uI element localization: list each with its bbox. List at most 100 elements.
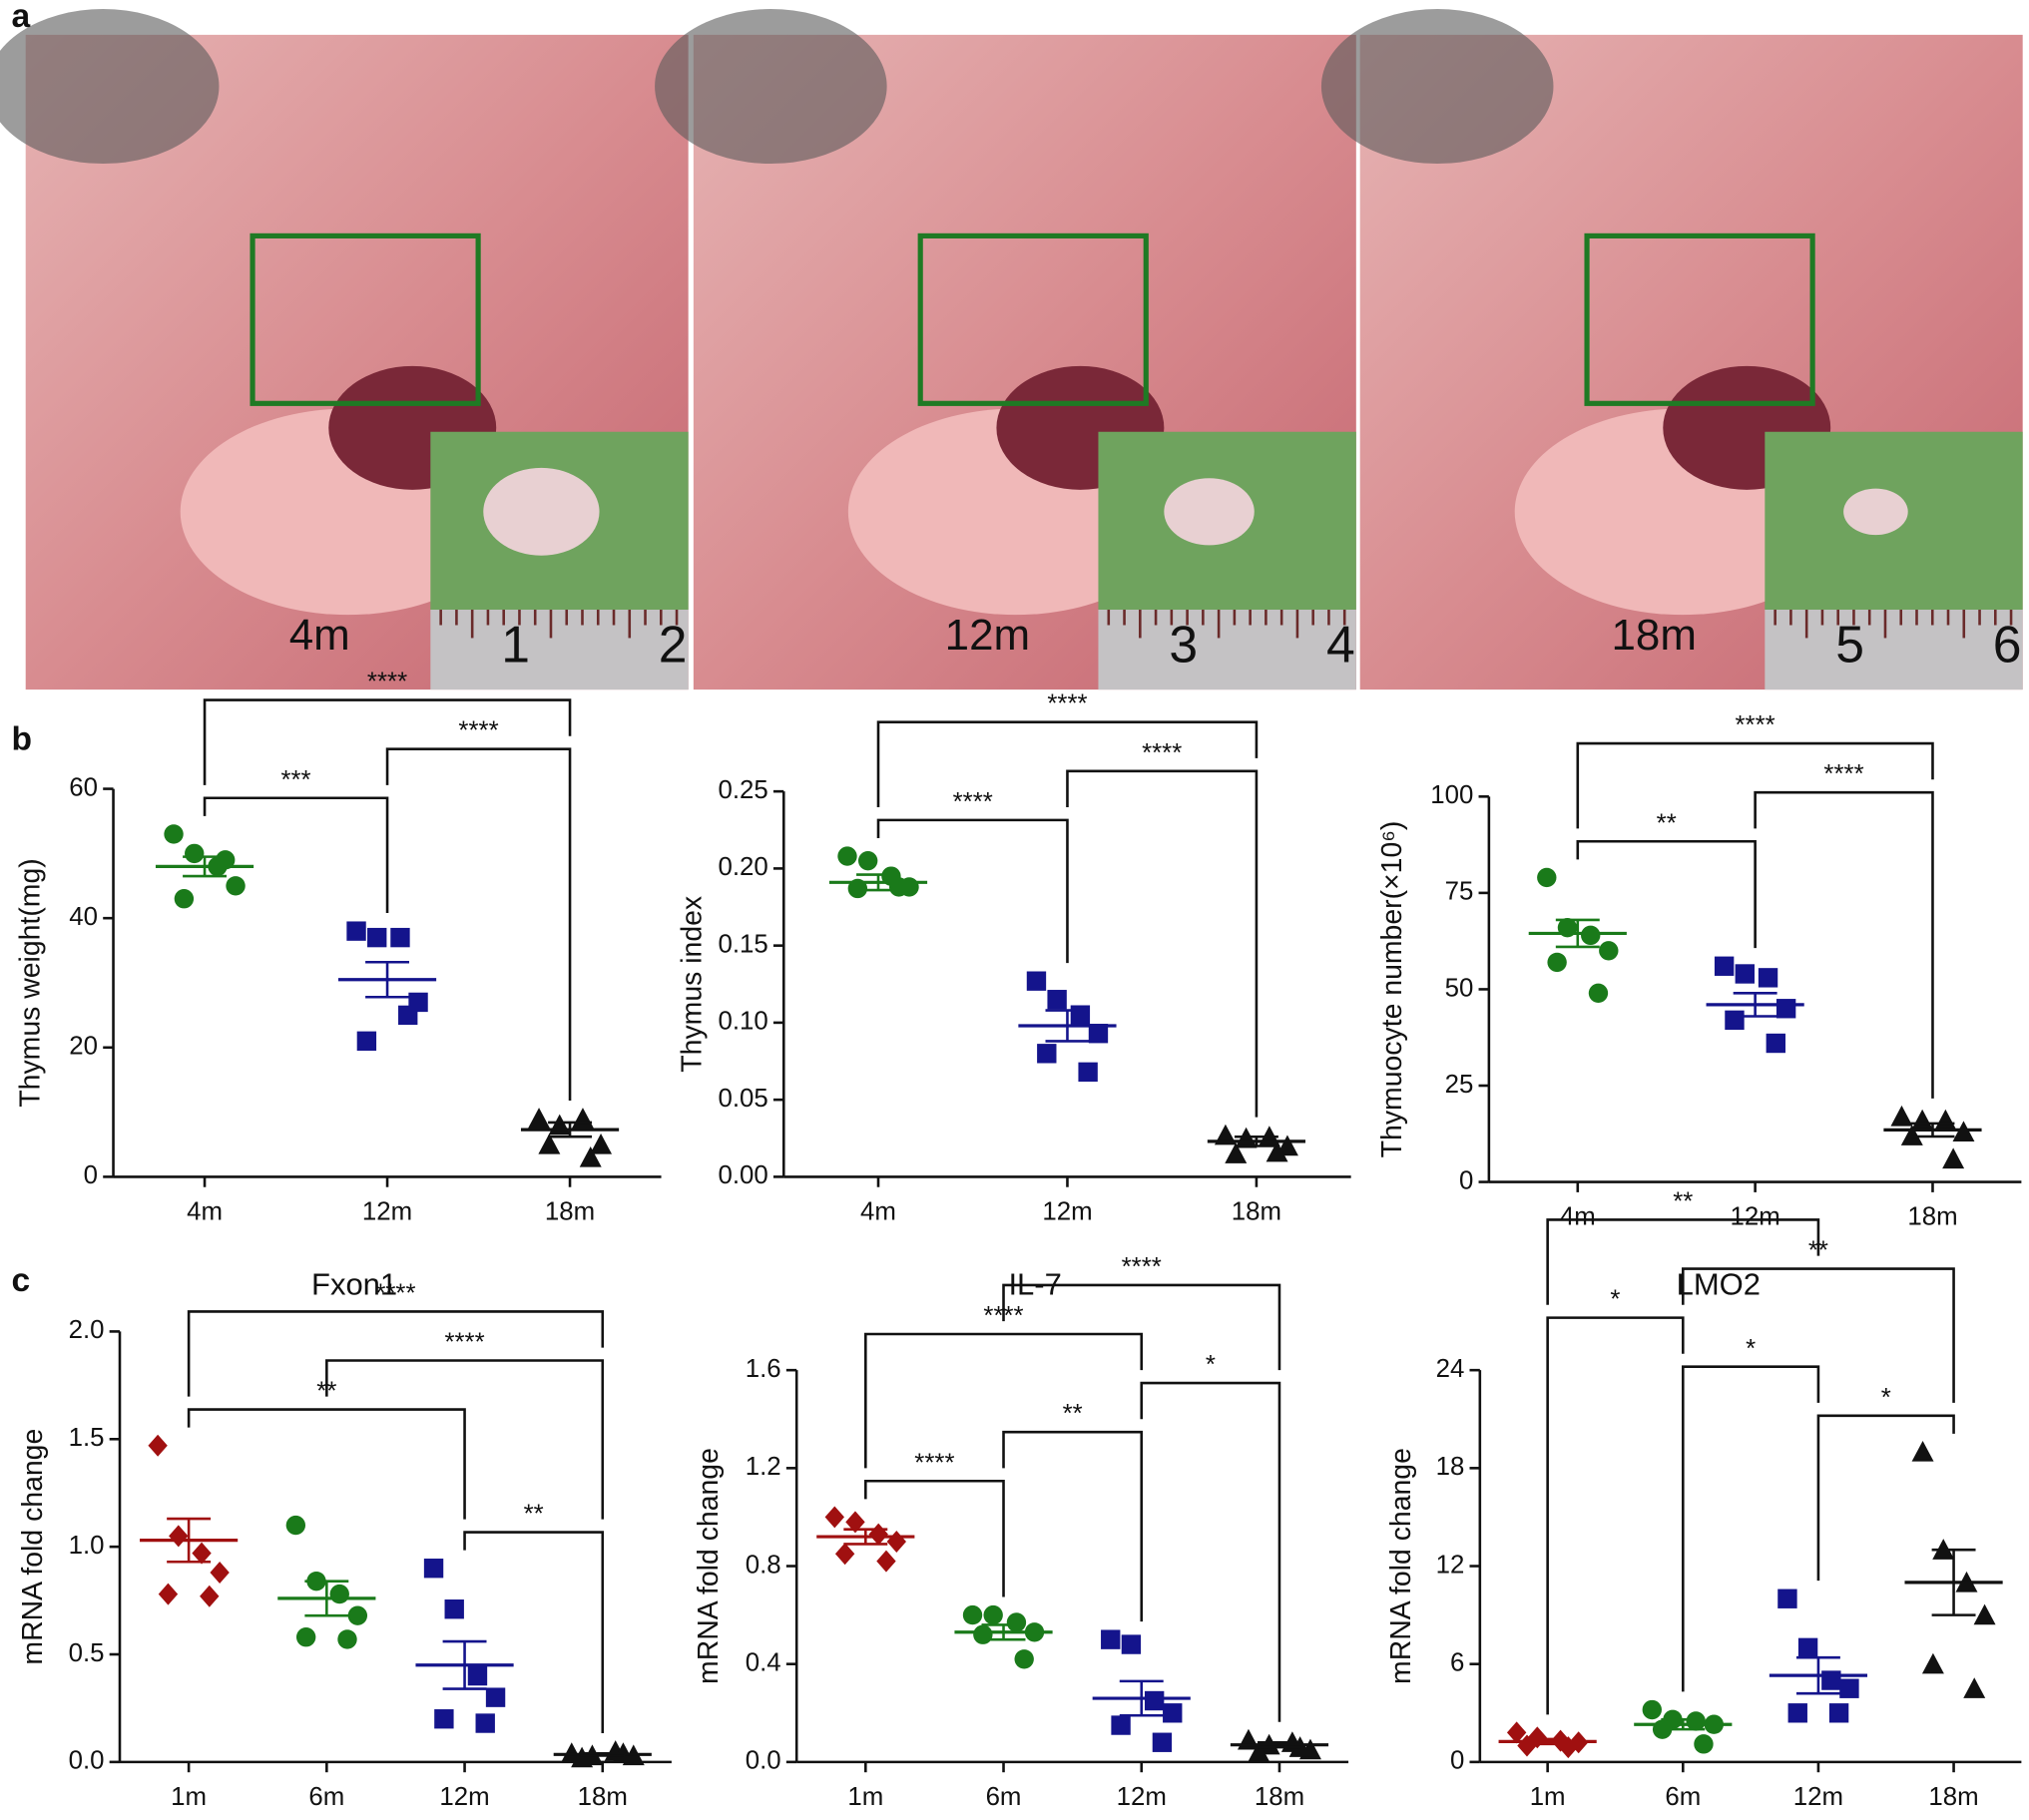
point: [192, 1542, 212, 1565]
point: [1078, 1062, 1098, 1083]
x-tick-label: 1m: [171, 1783, 207, 1811]
y-tick-label: 24: [1436, 1355, 1465, 1383]
point: [857, 850, 878, 871]
x-tick-label: 4m: [187, 1197, 223, 1225]
significance-bracket: [1066, 769, 1259, 1118]
y-tick-label: 0.0: [746, 1747, 781, 1775]
point: [1890, 1105, 1913, 1127]
x-tick-label: 18m: [1907, 1203, 1957, 1231]
point: [295, 1627, 316, 1647]
panel-label: c: [11, 1262, 30, 1299]
significance-label: *: [1746, 1335, 1756, 1363]
significance-label: ****: [1047, 690, 1087, 718]
point: [1266, 1140, 1288, 1162]
point: [1014, 1649, 1034, 1669]
y-tick-label: 0.25: [718, 776, 767, 804]
significance-bracket: [187, 1408, 466, 1520]
point: [1121, 1634, 1142, 1654]
y-tick-label: 40: [69, 903, 98, 931]
point: [1037, 1044, 1057, 1064]
point: [398, 1005, 418, 1026]
significance-label: ****: [953, 788, 993, 816]
photo-shadow: [0, 9, 220, 165]
point: [1581, 925, 1601, 946]
point: [467, 1665, 488, 1686]
x-tick-label: 12m: [1793, 1783, 1843, 1811]
ruler: [430, 610, 689, 690]
significance-bracket: [203, 698, 572, 785]
point: [962, 1604, 983, 1625]
significance-label: ****: [367, 669, 407, 696]
ruler-number: 2: [659, 615, 688, 673]
x-tick-label: 12m: [1731, 1203, 1780, 1231]
point: [148, 1434, 168, 1457]
point: [367, 927, 387, 948]
point: [983, 1604, 1003, 1625]
point: [1963, 1677, 1986, 1698]
point: [579, 1145, 602, 1167]
y-axis-label: Thymus weight(mg): [15, 858, 47, 1107]
point: [973, 1624, 993, 1644]
point: [571, 1108, 594, 1129]
point: [1735, 964, 1755, 984]
point: [1026, 971, 1047, 991]
x-tick-label: 12m: [1042, 1197, 1092, 1225]
point: [590, 1134, 613, 1154]
significance-label: ****: [1122, 1253, 1162, 1281]
point: [1642, 1699, 1662, 1720]
y-tick-label: 60: [69, 773, 98, 801]
significance-bracket: [1816, 1414, 1955, 1582]
y-tick-label: 0.05: [718, 1085, 767, 1113]
y-tick-label: 1.5: [69, 1424, 105, 1452]
y-tick-label: 0: [84, 1161, 98, 1189]
photo-label: 12m: [945, 611, 1030, 660]
point: [1911, 1441, 1934, 1462]
ruler: [1765, 610, 2023, 690]
y-tick-label: 2.0: [69, 1316, 105, 1344]
significance-bracket: [203, 796, 389, 914]
point: [1088, 1024, 1109, 1044]
significance-label: ****: [1142, 739, 1182, 767]
x-tick-label: 18m: [1232, 1197, 1281, 1225]
significance-label: **: [1657, 809, 1677, 837]
point: [390, 927, 410, 948]
point: [1111, 1715, 1131, 1735]
point: [337, 1629, 357, 1649]
point: [1777, 1589, 1797, 1608]
significance-bracket: [1681, 1267, 1955, 1403]
inset-thymus: [1164, 478, 1255, 546]
point: [538, 1134, 561, 1154]
significance-bracket: [187, 1310, 605, 1397]
point: [1101, 1629, 1121, 1649]
significance-bracket: [1754, 790, 1934, 1099]
y-tick-label: 6: [1450, 1649, 1464, 1677]
ruler-number: 4: [1326, 615, 1355, 673]
y-tick-label: 1.2: [746, 1453, 781, 1481]
point: [164, 824, 184, 844]
point: [1537, 867, 1557, 888]
ruler-number: 3: [1169, 615, 1198, 673]
point: [1248, 1741, 1270, 1762]
y-tick-label: 0: [1450, 1747, 1464, 1775]
y-tick-label: 0.8: [746, 1551, 781, 1579]
y-tick-label: 0.4: [746, 1649, 781, 1677]
significance-bracket: [385, 747, 572, 1101]
y-tick-label: 20: [69, 1033, 98, 1061]
point: [1144, 1690, 1165, 1711]
point: [356, 1031, 377, 1051]
y-tick-label: 0.5: [69, 1639, 105, 1667]
y-tick-label: 0.20: [718, 853, 767, 881]
point: [185, 843, 205, 864]
significance-bracket: [1576, 741, 1934, 829]
y-tick-label: 18: [1436, 1453, 1465, 1481]
point: [1047, 990, 1067, 1010]
y-tick-label: 0.0: [69, 1747, 105, 1775]
y-tick-label: 75: [1445, 878, 1474, 906]
significance-label: ****: [458, 717, 498, 745]
x-tick-label: 18m: [545, 1197, 595, 1225]
point: [1839, 1678, 1859, 1698]
point: [1225, 1142, 1248, 1163]
point: [886, 1530, 906, 1553]
chart-title: Fxon1: [311, 1266, 397, 1301]
significance-bracket: [1546, 1218, 1820, 1305]
